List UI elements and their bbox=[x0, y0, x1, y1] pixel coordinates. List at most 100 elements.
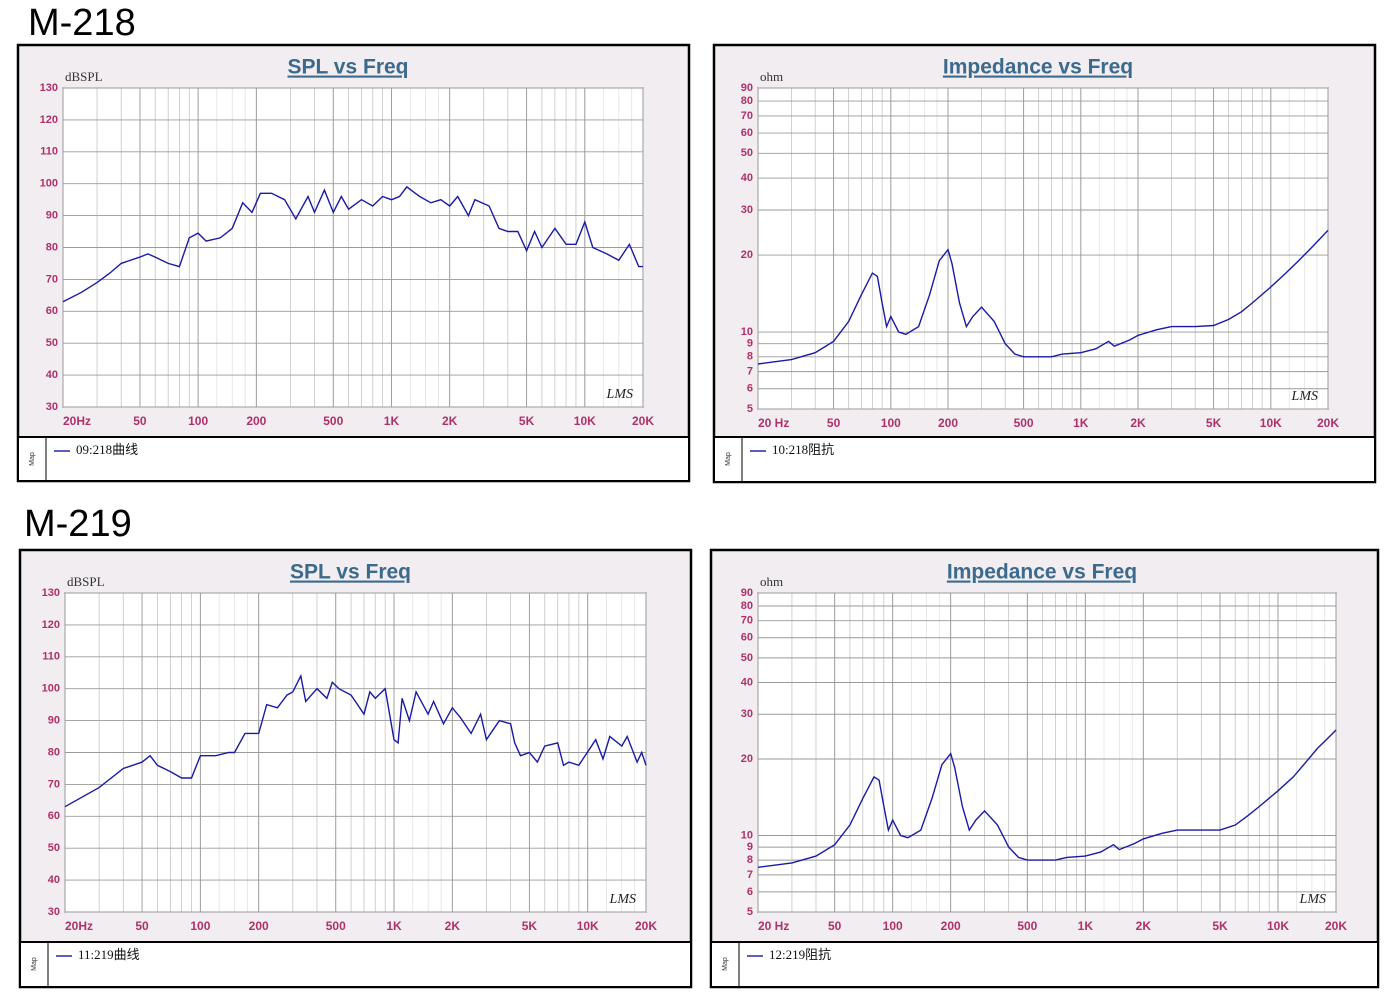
x-tick-label: 10K bbox=[1260, 416, 1282, 430]
x-tick-label: 500 bbox=[1014, 416, 1034, 430]
sidebar-label: Map bbox=[29, 452, 36, 466]
y-tick-label: 100 bbox=[42, 683, 60, 695]
sidebar-label: Map bbox=[725, 452, 732, 466]
y-tick-label: 8 bbox=[747, 854, 753, 866]
x-tick-label: 100 bbox=[881, 416, 901, 430]
watermark: LMS bbox=[609, 892, 636, 907]
x-tick-label: 10K bbox=[574, 414, 596, 428]
x-tick-label: 200 bbox=[941, 919, 961, 933]
y-tick-label: 50 bbox=[741, 652, 753, 664]
x-tick-label: 50 bbox=[827, 416, 841, 430]
heading: M-218 bbox=[28, 2, 136, 44]
y-tick-label: 80 bbox=[741, 600, 753, 612]
y-axis-label: dBSPL bbox=[67, 574, 105, 589]
y-tick-label: 90 bbox=[48, 715, 60, 727]
y-tick-label: 30 bbox=[46, 401, 58, 413]
x-tick-label: 500 bbox=[1017, 919, 1037, 933]
x-tick-label: 100 bbox=[188, 414, 208, 428]
x-tick-label: 200 bbox=[246, 414, 266, 428]
x-tick-label: 20K bbox=[1317, 416, 1339, 430]
y-tick-label: 30 bbox=[741, 204, 753, 216]
y-axis-label: ohm bbox=[760, 574, 783, 589]
y-tick-label: 40 bbox=[741, 172, 753, 184]
legend-area bbox=[19, 941, 692, 988]
watermark: LMS bbox=[606, 387, 633, 402]
y-tick-label: 120 bbox=[42, 619, 60, 631]
x-tick-label: 20K bbox=[1325, 919, 1347, 933]
y-tick-label: 60 bbox=[46, 305, 58, 317]
y-tick-label: 6 bbox=[747, 886, 753, 898]
x-tick-label: 20Hz bbox=[65, 919, 93, 933]
y-tick-label: 10 bbox=[741, 326, 753, 338]
y-tick-label: 80 bbox=[46, 241, 58, 253]
x-tick-label: 20K bbox=[632, 414, 654, 428]
y-tick-label: 50 bbox=[741, 147, 753, 159]
x-tick-label: 1K bbox=[386, 919, 402, 933]
y-tick-label: 6 bbox=[747, 383, 753, 395]
x-tick-label: 20Hz bbox=[63, 414, 91, 428]
y-tick-label: 40 bbox=[46, 369, 58, 381]
y-tick-label: 70 bbox=[48, 778, 60, 790]
x-tick-label: 500 bbox=[323, 414, 343, 428]
curve bbox=[64, 673, 647, 808]
watermark: LMS bbox=[1291, 389, 1318, 404]
chart-title: SPL vs Freq bbox=[288, 56, 409, 79]
y-axis-label: ohm bbox=[760, 69, 783, 84]
chart-title: SPL vs Freq bbox=[290, 561, 411, 584]
y-tick-label: 70 bbox=[741, 110, 753, 122]
y-tick-label: 60 bbox=[741, 632, 753, 644]
y-tick-label: 5 bbox=[747, 906, 753, 918]
sidebar-label: Map bbox=[722, 957, 729, 971]
y-tick-label: 130 bbox=[40, 82, 58, 94]
y-tick-label: 9 bbox=[747, 338, 753, 350]
legend-area bbox=[17, 436, 690, 482]
y-tick-label: 120 bbox=[40, 114, 58, 126]
x-tick-label: 50 bbox=[135, 919, 149, 933]
x-tick-label: 1K bbox=[1073, 416, 1089, 430]
chart-title: Impedance vs Freq bbox=[947, 561, 1137, 584]
x-tick-label: 5K bbox=[522, 919, 538, 933]
x-tick-label: 100 bbox=[883, 919, 903, 933]
y-tick-label: 50 bbox=[46, 337, 58, 349]
y-tick-label: 90 bbox=[741, 587, 753, 599]
legend-label: 12:219阻抗 bbox=[769, 947, 831, 962]
y-tick-label: 30 bbox=[741, 708, 753, 720]
y-tick-label: 110 bbox=[42, 651, 60, 663]
x-tick-label: 50 bbox=[133, 414, 147, 428]
y-tick-label: 30 bbox=[48, 906, 60, 918]
y-tick-label: 90 bbox=[46, 210, 58, 222]
x-tick-label: 20K bbox=[635, 919, 657, 933]
plot-area bbox=[757, 87, 1329, 410]
curve bbox=[757, 729, 1337, 868]
x-tick-label: 10K bbox=[577, 919, 599, 933]
x-tick-label: 100 bbox=[190, 919, 210, 933]
x-tick-label: 2K bbox=[1130, 416, 1146, 430]
y-tick-label: 100 bbox=[40, 178, 58, 190]
y-tick-label: 80 bbox=[48, 746, 60, 758]
y-tick-label: 40 bbox=[741, 676, 753, 688]
x-tick-label: 20 Hz bbox=[758, 919, 789, 933]
y-tick-label: 7 bbox=[747, 366, 753, 378]
watermark: LMS bbox=[1299, 892, 1326, 907]
x-tick-label: 1K bbox=[1078, 919, 1094, 933]
x-tick-label: 500 bbox=[326, 919, 346, 933]
y-tick-label: 130 bbox=[42, 587, 60, 599]
x-tick-label: 2K bbox=[442, 414, 458, 428]
legend-label: 11:219曲线 bbox=[78, 947, 140, 962]
x-tick-label: 5K bbox=[519, 414, 535, 428]
y-tick-label: 70 bbox=[741, 615, 753, 627]
legend-label: 10:218阻抗 bbox=[772, 442, 834, 457]
y-tick-label: 90 bbox=[741, 82, 753, 94]
heading: M-219 bbox=[24, 503, 132, 545]
y-tick-label: 60 bbox=[741, 127, 753, 139]
curve bbox=[62, 185, 643, 303]
curve bbox=[757, 229, 1329, 365]
legend-area bbox=[710, 941, 1379, 988]
y-tick-label: 20 bbox=[741, 249, 753, 261]
x-tick-label: 50 bbox=[828, 919, 842, 933]
x-tick-label: 10K bbox=[1267, 919, 1289, 933]
y-tick-label: 7 bbox=[747, 869, 753, 881]
y-tick-label: 9 bbox=[747, 841, 753, 853]
sidebar-label: Map bbox=[31, 957, 38, 971]
